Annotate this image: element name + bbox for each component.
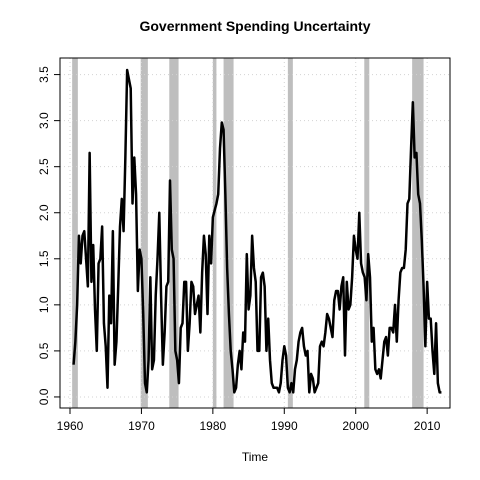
y-tick-label: 2.0 [37, 204, 51, 221]
shaded-period [223, 58, 234, 408]
y-tick-label: 0.5 [37, 342, 51, 359]
x-axis-label: Time [242, 450, 269, 464]
shaded-period [212, 58, 217, 408]
x-tick-label: 2000 [342, 419, 369, 433]
shaded-period [364, 58, 370, 408]
x-tick-label: 2010 [414, 419, 441, 433]
x-tick-label: 1990 [271, 419, 298, 433]
y-tick-label: 1.5 [37, 250, 51, 267]
y-tick-label: 3.0 [37, 112, 51, 129]
shaded-period [140, 58, 148, 408]
y-tick-label: 1.0 [37, 296, 51, 313]
y-tick-label: 2.5 [37, 158, 51, 175]
chart-title: Government Spending Uncertainty [139, 18, 370, 34]
shaded-period [72, 58, 78, 408]
x-tick-label: 1960 [57, 419, 84, 433]
plot-frame [59, 57, 451, 409]
y-tick-label: 0.0 [37, 388, 51, 405]
x-tick-label: 1980 [200, 419, 227, 433]
y-tick-label: 3.5 [37, 66, 51, 83]
x-tick-label: 1970 [128, 419, 155, 433]
line-series [72, 68, 442, 394]
shaded-period [169, 58, 179, 408]
shaded-period [412, 58, 424, 408]
shaded-period [287, 58, 293, 408]
